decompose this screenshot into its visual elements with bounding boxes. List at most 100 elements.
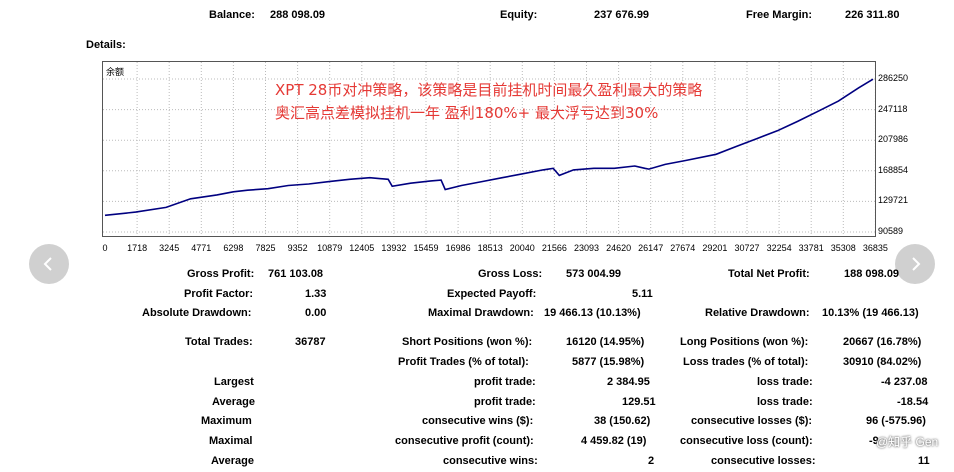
average-label: Average: [212, 396, 256, 408]
maximal-consecutive-loss-value: -9: [869, 435, 879, 447]
x-tick-label: 23093: [573, 243, 600, 253]
relative-drawdown-value: 10.13% (19 466.13): [822, 307, 919, 319]
y-tick-label: 129721: [878, 195, 909, 206]
short-positions-label: Short Positions (won %):: [402, 336, 533, 348]
x-tick-label: 12405: [349, 243, 375, 253]
x-tick-label: 36835: [862, 243, 888, 253]
free-margin-value: 226 311.80: [845, 9, 900, 21]
maximal-consecutive-loss-label: consecutive loss (count):: [680, 435, 813, 447]
max-consecutive-wins-value: 38 (150.62): [594, 415, 651, 427]
total-trades-value: 36787: [295, 336, 326, 348]
x-tick-label: 21566: [541, 243, 567, 253]
watermark: @知乎 Gen: [876, 435, 939, 449]
total-net-profit-value: 188 098.09: [844, 268, 900, 280]
x-tick-label: 13932: [381, 243, 407, 253]
long-positions-label: Long Positions (won %):: [680, 336, 809, 348]
profit-trades-value: 5877 (15.98%): [572, 356, 645, 368]
maximal-drawdown-value: 19 466.13 (10.13%): [544, 307, 641, 319]
short-positions-value: 16120 (14.95%): [566, 336, 645, 348]
avg-consecutive-losses-label: consecutive losses:: [711, 455, 816, 467]
balance-line: [104, 78, 874, 217]
free-margin-label: Free Margin:: [746, 9, 813, 21]
x-tick-label: 30727: [734, 243, 760, 253]
average-loss-label: loss trade:: [757, 396, 813, 408]
x-tick-label: 35308: [830, 243, 856, 253]
x-tick-label: 20040: [509, 243, 535, 253]
x-tick-label: 26147: [638, 243, 664, 253]
gross-loss-value: 573 004.99: [566, 268, 622, 280]
avg-consecutive-losses-value: 11: [918, 455, 930, 467]
profit-trades-label: Profit Trades (% of total):: [398, 356, 529, 368]
x-tick-label: 10879: [317, 243, 343, 253]
x-tick-label: 16986: [445, 243, 471, 253]
max-consecutive-losses-value: 96 (-575.96): [866, 415, 926, 427]
x-tick-label: 3245: [159, 243, 180, 253]
chevron-right-icon: [912, 257, 921, 271]
absolute-drawdown-label: Absolute Drawdown:: [142, 307, 252, 319]
maximal-consecutive-profit-label: consecutive profit (count):: [395, 435, 534, 447]
x-tick-label: 33781: [798, 243, 824, 253]
profit-factor-label: Profit Factor:: [184, 288, 254, 300]
expected-payoff-value: 5.11: [632, 288, 653, 300]
gross-loss-label: Gross Loss:: [478, 268, 543, 280]
gross-profit-value: 761 103.08: [268, 268, 324, 280]
x-tick-label: 6298: [223, 243, 244, 253]
loss-trades-value: 30910 (84.02%): [843, 356, 922, 368]
chart-canvas: [103, 62, 875, 236]
x-tick-label: 29201: [702, 243, 728, 253]
x-tick-label: 1718: [127, 243, 148, 253]
y-tick-label: 286250: [878, 73, 909, 83]
relative-drawdown-label: Relative Drawdown:: [705, 307, 810, 319]
max-consecutive-wins-label: consecutive wins ($):: [422, 415, 534, 427]
largest-profit-value: 2 384.95: [607, 376, 650, 388]
maximal-drawdown-label: Maximal Drawdown:: [428, 307, 534, 319]
absolute-drawdown-value: 0.00: [305, 307, 327, 319]
x-tick-label: 24620: [606, 243, 632, 253]
average-2-label: Average: [211, 455, 255, 467]
equity-label: Equity:: [500, 9, 538, 21]
y-tick-label: 90589: [878, 226, 904, 236]
average-profit-label: profit trade:: [474, 396, 536, 408]
x-tick-label: 0: [102, 243, 108, 253]
x-tick-label: 27674: [670, 243, 696, 253]
annotation-line-1: XPT 28币对冲策略，该策略是目前挂机时间最久盈利最大的策略: [275, 81, 703, 99]
y-tick-label: 207986: [878, 134, 909, 145]
maximal-label: Maximal: [209, 435, 253, 447]
x-tick-label: 9352: [287, 243, 308, 253]
largest-loss-label: loss trade:: [757, 376, 813, 388]
gross-profit-label: Gross Profit:: [187, 268, 255, 280]
average-loss-value: -18.54: [897, 396, 929, 408]
prev-button[interactable]: [29, 244, 69, 284]
x-tick-label: 4771: [191, 243, 212, 253]
y-tick-label: 247118: [878, 103, 908, 114]
equity-value: 237 676.99: [594, 9, 650, 21]
x-tick-label: 15459: [413, 243, 439, 253]
expected-payoff-label: Expected Payoff:: [447, 288, 537, 300]
max-consecutive-losses-label: consecutive losses ($):: [691, 415, 813, 427]
long-positions-value: 20667 (16.78%): [843, 336, 922, 348]
x-tick-label: 18513: [477, 243, 503, 253]
total-trades-label: Total Trades:: [185, 336, 253, 348]
next-button[interactable]: [895, 244, 935, 284]
largest-label: Largest: [214, 376, 254, 388]
balance-chart: 余额 XPT 28币对冲策略，该策略是目前挂机时间最久盈利最大的策略 奥汇高点差…: [102, 61, 876, 237]
balance-value: 288 098.09: [270, 9, 326, 21]
x-tick-label: 7825: [255, 243, 276, 253]
largest-profit-label: profit trade:: [474, 376, 536, 388]
profit-factor-value: 1.33: [305, 288, 327, 300]
details-label: Details:: [86, 39, 126, 51]
maximal-consecutive-profit-value: 4 459.82 (19): [581, 435, 647, 447]
maximum-label: Maximum: [201, 415, 252, 427]
chevron-left-icon: [43, 257, 52, 271]
y-tick-label: 168854: [878, 164, 909, 175]
average-profit-value: 129.51: [622, 396, 656, 408]
x-tick-label: 32254: [766, 243, 792, 253]
avg-consecutive-wins-label: consecutive wins:: [443, 455, 538, 467]
total-net-profit-label: Total Net Profit:: [728, 268, 810, 280]
chart-legend-label: 余额: [106, 67, 125, 77]
loss-trades-label: Loss trades (% of total):: [683, 356, 809, 368]
largest-loss-value: -4 237.08: [881, 376, 928, 388]
annotation-line-2: 奥汇高点差模拟挂机一年 盈利180%+ 最大浮亏达到30%: [275, 104, 659, 122]
avg-consecutive-wins-value: 2: [648, 455, 655, 467]
balance-label: Balance:: [209, 9, 255, 21]
